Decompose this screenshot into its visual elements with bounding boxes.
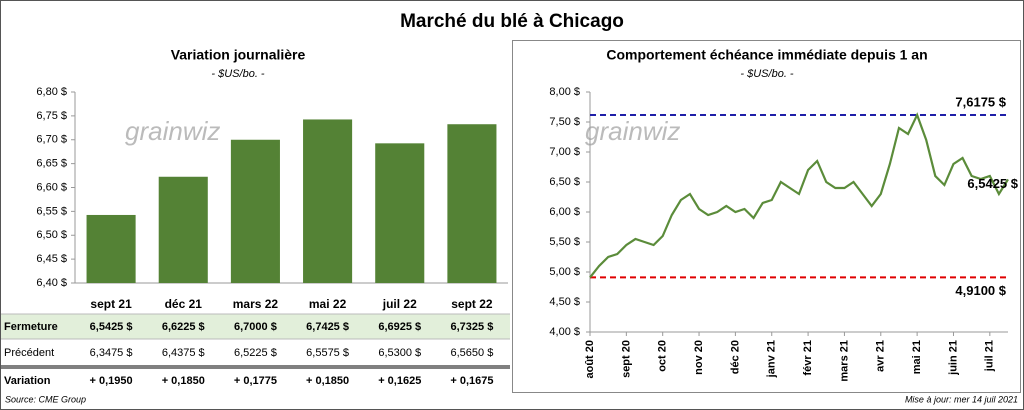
- y-tick-label: 6,40 $: [36, 277, 67, 289]
- bar: [158, 176, 208, 283]
- y-tick-label: 6,55 $: [36, 205, 67, 217]
- table-cell: 6,5650 $: [451, 347, 494, 359]
- row-label: Fermeture: [4, 321, 58, 333]
- bar: [303, 119, 353, 283]
- table-cell: 6,6225 $: [162, 321, 205, 333]
- end-label: 6,5425 $: [967, 176, 1018, 191]
- x-tick-label: juil 21: [984, 340, 996, 372]
- y-tick-label: 6,60 $: [36, 181, 67, 193]
- x-tick-label: sept 22: [451, 297, 493, 311]
- right-panel: [512, 40, 1021, 393]
- watermark: grainwiz: [125, 116, 220, 146]
- y-tick-label: 8,00 $: [549, 86, 580, 98]
- y-tick-label: 6,00 $: [549, 206, 580, 218]
- update-date: Mise à jour: mer 14 juil 2021: [905, 394, 1018, 404]
- reference-label: 4,9100 $: [955, 283, 1006, 298]
- table-cell: 6,6925 $: [378, 321, 421, 333]
- table-cell: + 0,1950: [90, 375, 133, 387]
- source: Source: CME Group: [5, 394, 86, 404]
- reference-label: 7,6175 $: [955, 94, 1006, 109]
- bar: [375, 143, 425, 283]
- y-tick-label: 6,50 $: [549, 176, 580, 188]
- table-cell: + 0,1675: [450, 375, 493, 387]
- y-tick-label: 4,00 $: [549, 326, 580, 338]
- bar: [447, 124, 497, 283]
- x-tick-label: mai 21: [911, 340, 923, 374]
- y-tick-label: 6,45 $: [36, 253, 67, 265]
- chart-title: Variation journalière: [171, 47, 306, 63]
- x-tick-label: mai 22: [309, 297, 347, 311]
- y-tick-label: 5,50 $: [549, 236, 580, 248]
- bar: [230, 139, 280, 283]
- table-cell: 6,5575 $: [306, 347, 349, 359]
- row-highlight: [1, 314, 510, 339]
- table-cell: 6,5425 $: [90, 321, 133, 333]
- table-cell: + 0,1850: [162, 375, 205, 387]
- x-tick-label: déc 21: [165, 297, 203, 311]
- chart-title: Comportement échéance immédiate depuis 1…: [606, 47, 927, 63]
- y-tick-label: 6,50 $: [36, 229, 67, 241]
- x-tick-label: mars 21: [838, 340, 850, 382]
- main-title: Marché du blé à Chicago: [400, 11, 624, 32]
- x-tick-label: déc 20: [729, 340, 741, 374]
- table-cell: + 0,1850: [306, 375, 349, 387]
- x-tick-label: janv 21: [766, 340, 778, 378]
- y-tick-label: 6,80 $: [36, 86, 67, 98]
- x-tick-label: févr 21: [802, 340, 814, 375]
- table-cell: + 0,1625: [378, 375, 421, 387]
- x-tick-label: sept 20: [620, 340, 632, 378]
- chart-subtitle: - $US/bo. -: [211, 68, 265, 80]
- x-tick-label: août 20: [584, 340, 596, 379]
- table-cell: + 0,1775: [234, 375, 277, 387]
- y-tick-label: 4,50 $: [549, 296, 580, 308]
- x-tick-label: juil 22: [382, 297, 417, 311]
- chart-subtitle: - $US/bo. -: [740, 68, 794, 80]
- table-cell: 6,7425 $: [306, 321, 349, 333]
- table-cell: 6,7000 $: [234, 321, 277, 333]
- x-tick-label: mars 22: [233, 297, 279, 311]
- table-cell: 6,3475 $: [90, 347, 133, 359]
- table-cell: 6,7325 $: [451, 321, 494, 333]
- bar: [86, 214, 136, 283]
- table-cell: 6,5225 $: [234, 347, 277, 359]
- x-tick-label: oct 20: [657, 340, 669, 372]
- y-tick-label: 6,65 $: [36, 158, 67, 170]
- watermark: grainwiz: [585, 116, 680, 146]
- table-cell: 6,4375 $: [162, 347, 205, 359]
- x-tick-label: avr 21: [875, 340, 887, 372]
- x-tick-label: juin 21: [947, 340, 959, 376]
- x-tick-label: sept 21: [90, 297, 132, 311]
- y-tick-label: 7,50 $: [549, 116, 580, 128]
- row-label: Précédent: [4, 347, 54, 359]
- row-label: Variation: [4, 375, 51, 387]
- y-tick-label: 6,70 $: [36, 134, 67, 146]
- price-line: [589, 112, 1009, 279]
- y-tick-label: 6,75 $: [36, 110, 67, 122]
- y-tick-label: 7,00 $: [549, 146, 580, 158]
- table-cell: 6,5300 $: [378, 347, 421, 359]
- y-tick-label: 5,00 $: [549, 266, 580, 278]
- x-tick-label: nov 20: [693, 340, 705, 375]
